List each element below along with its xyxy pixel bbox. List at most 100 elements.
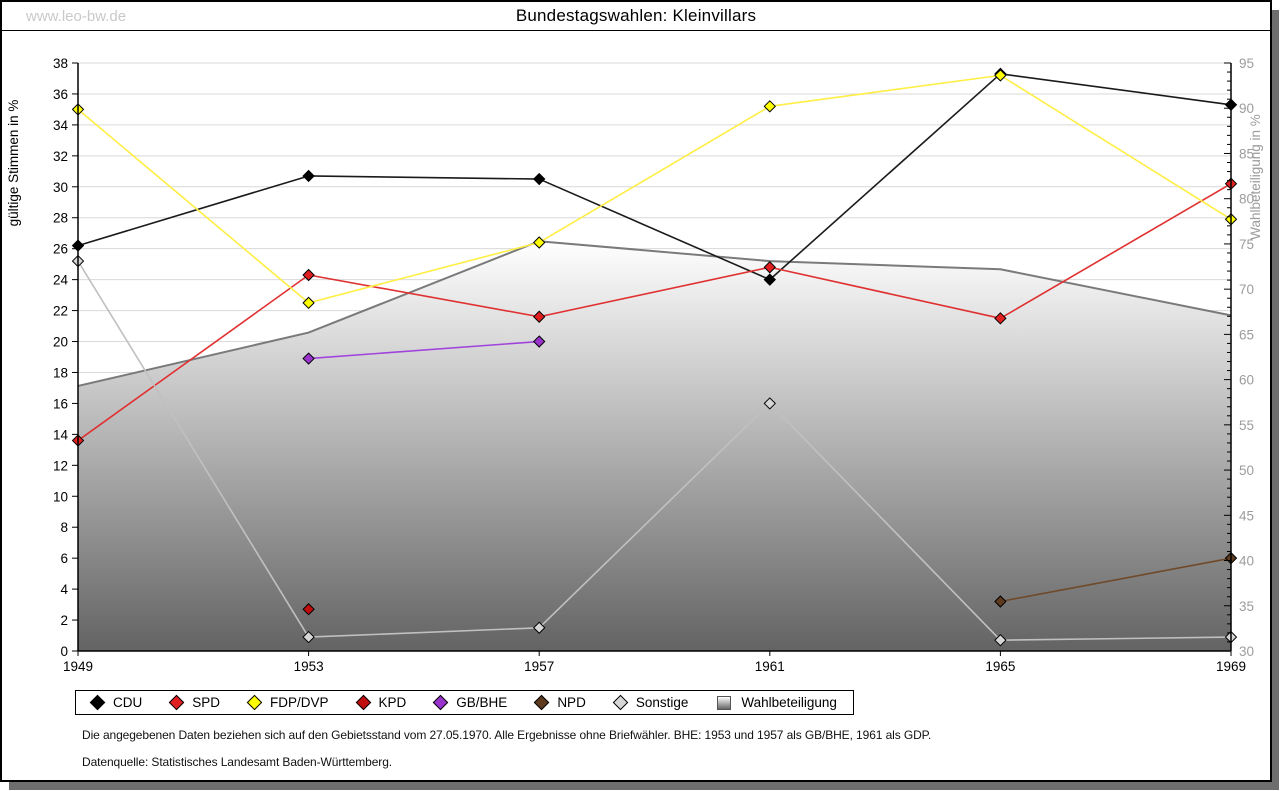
right-tick-label: 40	[1239, 554, 1254, 569]
turnout-area	[78, 241, 1231, 651]
data-point-FDP/DVP	[302, 296, 315, 310]
right-tick-label: 75	[1239, 237, 1254, 252]
left-tick-label: 12	[53, 458, 68, 473]
left-tick-label: 30	[53, 180, 68, 195]
square-marker-icon	[717, 695, 732, 710]
data-point-Sonstige	[532, 621, 546, 634]
data-point-FDP/DVP	[994, 69, 1007, 82]
footnote-source: Datenquelle: Statistisches Landesamt Bad…	[82, 755, 392, 769]
left-tick-label: 0	[60, 644, 68, 659]
legend-item-gb-bhe: GB/BHE	[433, 694, 508, 711]
series-line-SPD	[539, 266, 770, 318]
x-tick-label: 1969	[1216, 659, 1246, 674]
right-tick-label: 90	[1239, 101, 1254, 116]
data-point-SPD	[994, 312, 1007, 325]
left-tick-label: 6	[60, 551, 68, 566]
data-point-Sonstige	[302, 630, 315, 644]
series-line-CDU	[308, 175, 540, 180]
series-line-FDP/DVP	[538, 105, 771, 244]
data-point-FDP/DVP	[532, 236, 546, 249]
left-tick-label: 10	[53, 489, 68, 504]
data-point-GB/BHE	[302, 352, 315, 365]
legend-item-fdp-dvp: FDP/DVP	[246, 694, 329, 711]
watermark: www.leo-bw.de	[26, 8, 127, 25]
left-tick-label: 18	[53, 365, 68, 380]
legend-label: Sonstige	[635, 695, 689, 710]
series-line-CDU	[538, 178, 771, 281]
left-tick-label: 26	[53, 242, 68, 257]
x-tick-label: 1949	[63, 659, 93, 674]
legend-label: Wahlbeteiligung	[741, 695, 837, 710]
diamond-marker-icon	[355, 694, 371, 711]
data-point-SPD	[532, 310, 546, 323]
data-point-NPD	[994, 595, 1007, 608]
legend-label: KPD	[378, 695, 407, 710]
left-tick-label: 2	[60, 613, 68, 628]
series-line-CDU	[1000, 73, 1232, 106]
left-tick-label: 32	[53, 149, 68, 164]
data-point-CDU	[763, 273, 777, 286]
diamond-marker-icon	[534, 694, 550, 711]
diamond-marker-icon	[246, 694, 263, 711]
diamond-marker-icon	[612, 694, 629, 711]
series-line-Sonstige	[538, 402, 771, 629]
left-tick-label: 34	[53, 118, 69, 133]
right-tick-label: 30	[1239, 644, 1254, 659]
turnout-boundary-line	[77, 240, 1232, 387]
left-axis-title: gültige Stimmen in %	[6, 100, 21, 227]
series-line-Sonstige	[77, 260, 310, 638]
legend-item-sonstige: Sonstige	[612, 694, 689, 711]
legend-label: CDU	[113, 695, 143, 710]
right-tick-label: 85	[1239, 146, 1254, 161]
legend-label: SPD	[192, 695, 221, 710]
series-line-Sonstige	[1000, 636, 1232, 641]
x-tick-label: 1953	[294, 659, 324, 674]
legend-label: NPD	[557, 695, 586, 710]
data-point-Sonstige	[994, 633, 1007, 647]
left-tick-label: 38	[53, 56, 68, 71]
series-line-NPD	[1000, 557, 1232, 603]
right-tick-label: 45	[1239, 508, 1254, 523]
series-line-SPD	[308, 274, 540, 318]
series-line-FDP/DVP	[999, 74, 1232, 220]
left-tick-label: 4	[60, 582, 68, 597]
x-tick-label: 1957	[524, 659, 554, 674]
series-line-Sonstige	[769, 402, 1001, 641]
series-line-FDP/DVP	[308, 241, 540, 304]
legend-item-wahlbeteiligung: Wahlbeteiligung	[715, 695, 837, 710]
legend-item-spd: SPD	[168, 694, 221, 711]
series-line-Sonstige	[308, 626, 540, 638]
series-line-FDP/DVP	[77, 108, 310, 304]
data-point-GB/BHE	[532, 335, 546, 348]
data-point-SPD	[302, 268, 315, 282]
election-chart-svg: 0246810121416182022242628303234363830354…	[6, 56, 1263, 674]
right-tick-label: 70	[1239, 282, 1254, 297]
data-point-CDU	[532, 172, 546, 186]
legend-item-kpd: KPD	[355, 694, 407, 711]
series-line-SPD	[999, 183, 1232, 320]
diamond-marker-icon	[433, 694, 449, 711]
left-tick-label: 22	[53, 304, 68, 319]
data-point-KPD	[302, 603, 315, 616]
series-line-CDU	[769, 73, 1001, 281]
x-tick-label: 1965	[985, 659, 1015, 674]
x-tick-label: 1961	[755, 659, 785, 674]
legend-label: FDP/DVP	[270, 695, 329, 710]
data-point-CDU	[302, 169, 315, 183]
legend-item-cdu: CDU	[89, 694, 143, 711]
chart-legend: CDU SPD FDP/DVP KPD GB/BHE NPD Sonstige Wahlbet…	[75, 690, 854, 715]
series-line-SPD	[769, 266, 1001, 320]
right-tick-label: 80	[1239, 192, 1254, 207]
footnotes: Die angegebenen Daten beziehen sich auf …	[82, 728, 931, 782]
page-title: Bundestagswahlen: Kleinvillars	[515, 6, 757, 25]
series-line-GB/BHE	[308, 340, 540, 360]
left-tick-label: 8	[60, 520, 68, 535]
footnote-geography: Die angegebenen Daten beziehen sich auf …	[82, 728, 932, 742]
series-line-SPD	[77, 274, 310, 442]
right-tick-label: 50	[1239, 463, 1254, 478]
left-tick-label: 36	[53, 87, 68, 102]
left-tick-label: 14	[53, 427, 69, 442]
legend-label: GB/BHE	[456, 695, 508, 710]
legend-item-npd: NPD	[534, 694, 586, 711]
